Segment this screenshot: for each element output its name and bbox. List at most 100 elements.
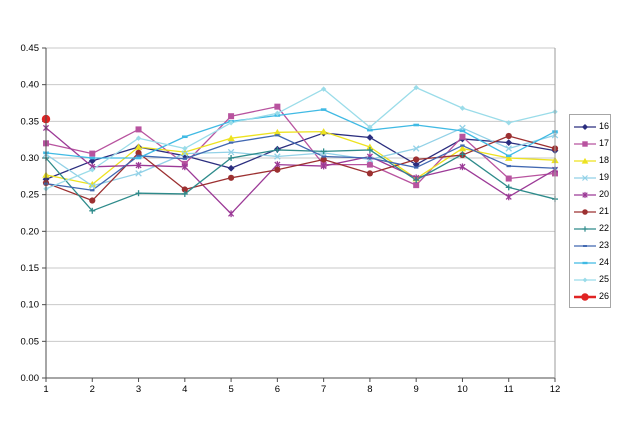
series-line-16	[45, 132, 556, 180]
series-marker	[274, 110, 281, 116]
series-marker	[135, 170, 142, 177]
series-marker	[274, 153, 281, 160]
series-marker	[135, 156, 142, 160]
series-marker	[89, 150, 96, 157]
legend-label: 22	[599, 223, 610, 233]
series-marker	[505, 154, 513, 161]
legend-item-16: 16	[573, 118, 610, 135]
series-line-20	[45, 127, 556, 215]
x-axis-label: 11	[504, 384, 514, 395]
series-marker	[321, 155, 326, 158]
series-marker	[366, 161, 373, 168]
legend-label: 21	[599, 206, 610, 216]
series-line-25	[45, 86, 556, 190]
series-marker	[228, 120, 234, 126]
series-marker	[182, 157, 188, 160]
series-marker	[459, 133, 466, 140]
series-marker	[367, 124, 373, 130]
series-line-22	[45, 149, 556, 212]
series-marker	[366, 134, 374, 141]
legend-item-17: 17	[573, 135, 610, 152]
series-line-18	[45, 130, 556, 186]
series-marker	[413, 123, 419, 127]
series-marker	[582, 208, 588, 215]
legend-swatch	[574, 140, 596, 147]
series-marker	[505, 175, 512, 182]
series-marker	[227, 134, 235, 142]
series-marker	[582, 277, 588, 282]
x-axis-label: 4	[182, 384, 187, 395]
series-marker	[89, 182, 96, 190]
series-marker	[505, 145, 512, 152]
series-marker	[274, 166, 281, 173]
y-axis-label: 0.20	[21, 226, 40, 237]
series-marker	[182, 145, 188, 152]
x-axis-label: 9	[414, 384, 419, 395]
series-marker	[228, 113, 235, 120]
series-marker	[181, 150, 189, 157]
series-marker	[413, 156, 420, 163]
series-marker	[460, 144, 465, 147]
legend-item-25: 25	[573, 271, 610, 288]
series-line-17	[45, 106, 556, 186]
legend-swatch	[574, 261, 596, 264]
legend-item-22: 22	[573, 220, 610, 237]
y-axis-label: 0.35	[21, 116, 40, 127]
legend-swatch	[574, 292, 596, 301]
y-axis-label: 0.10	[21, 300, 40, 311]
legend-swatch	[574, 191, 596, 198]
legend-item-18: 18	[573, 152, 610, 169]
legend-item-20: 20	[573, 186, 610, 203]
series-marker	[273, 128, 282, 136]
series-marker	[582, 261, 588, 264]
x-axis-label: 6	[275, 384, 280, 395]
series-marker	[227, 174, 235, 181]
legend-item-26: 26	[573, 288, 610, 305]
series-marker	[583, 244, 587, 247]
series-marker	[458, 144, 467, 152]
legend-label: 19	[599, 172, 610, 182]
x-axis-label: 10	[457, 384, 468, 395]
legend-label: 23	[599, 240, 610, 250]
legend-swatch	[574, 244, 596, 247]
series-marker	[135, 149, 142, 156]
series-marker	[275, 134, 280, 137]
legend-item-21: 21	[573, 203, 610, 220]
series-marker	[88, 157, 96, 165]
legend-label: 26	[599, 291, 610, 301]
series-marker	[89, 156, 96, 160]
series-marker	[506, 164, 511, 168]
series-marker	[413, 166, 419, 169]
series-marker	[367, 156, 373, 160]
y-axis-label: 0.30	[21, 153, 40, 164]
series-marker	[581, 292, 589, 301]
legend-label: 20	[599, 189, 610, 199]
series-line-19	[45, 127, 556, 187]
series-marker	[228, 141, 234, 144]
y-axis-label: 0.05	[21, 336, 40, 347]
series-marker	[366, 170, 374, 177]
legend-label: 17	[599, 138, 610, 148]
x-axis-label: 5	[228, 384, 233, 395]
series-marker	[582, 174, 588, 181]
x-axis-label: 3	[136, 384, 141, 395]
series-marker	[459, 129, 466, 133]
series-marker	[182, 135, 188, 139]
series-marker	[181, 152, 189, 160]
series-marker	[367, 128, 373, 132]
y-axis-label: 0.00	[21, 373, 40, 384]
series-marker	[413, 84, 419, 91]
series-marker	[88, 180, 96, 188]
x-axis-label: 12	[550, 384, 561, 395]
series-marker	[90, 189, 95, 192]
series-marker	[320, 108, 327, 111]
series-marker	[181, 148, 189, 156]
series-line-24	[45, 108, 556, 159]
series-marker	[506, 120, 512, 126]
series-marker	[505, 139, 513, 146]
series-marker	[274, 103, 281, 110]
y-axis-label: 0.40	[21, 80, 40, 91]
series-marker	[581, 123, 589, 130]
series-marker	[227, 164, 235, 172]
